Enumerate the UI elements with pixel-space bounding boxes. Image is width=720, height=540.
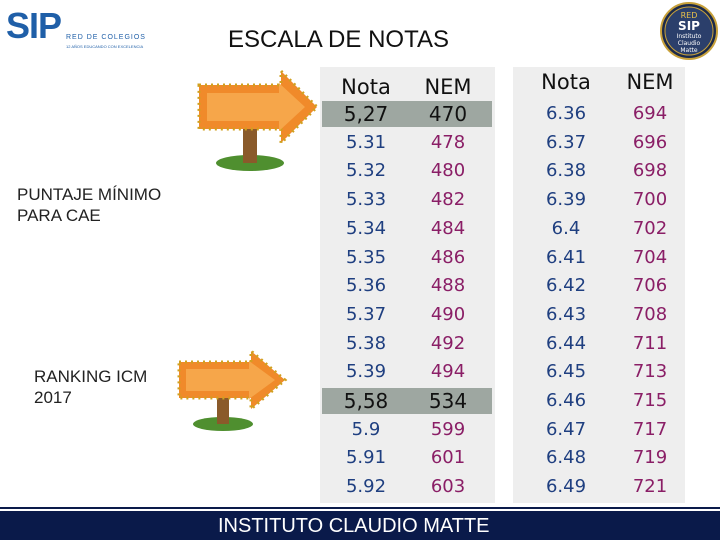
left-table-nem-cell: 601 [430, 447, 466, 469]
right-table-nota-cell: 6.46 [545, 390, 587, 411]
left-table-nota-cell: 5.32 [345, 160, 387, 182]
right-table-nem-cell: 696 [632, 131, 668, 153]
cae-label-line1: PUNTAJE MÍNIMO [17, 185, 162, 204]
right-table-nota-cell: 6.44 [545, 332, 587, 354]
arrow-signpost-icon [177, 348, 288, 431]
left-table-nota-cell: 5.37 [345, 303, 387, 325]
right-table-header-nem: NEM [626, 70, 674, 94]
right-table-nota-cell: 6.37 [545, 131, 587, 153]
right-table-header-nota: Nota [541, 70, 591, 94]
left-table-nem-cell: 482 [430, 189, 466, 211]
icm-label-line2: 2017 [34, 388, 72, 407]
left-table-nota-cell: 5.38 [345, 332, 387, 354]
left-table-nota-cell: 5.39 [345, 361, 387, 383]
right-table-nota-cell: 6.4 [551, 217, 581, 239]
right-table-nota-cell: 6.41 [545, 246, 587, 268]
left-table-nem-cell: 603 [430, 476, 466, 498]
right-table-nem-cell: 713 [632, 361, 668, 383]
left-table-nem-cell: 599 [430, 418, 466, 440]
right-table-nota-cell: 6.36 [545, 103, 587, 124]
left-table-nota-cell: 5.31 [345, 131, 387, 153]
left-table-nem-cell: 480 [430, 160, 466, 182]
right-table-nota-cell: 6.42 [545, 275, 587, 297]
right-table-nota-cell: 6.38 [545, 160, 587, 182]
arrow-signpost-icon [197, 67, 320, 171]
logo-text: SIP [6, 5, 62, 46]
left-table-nem-cell: 484 [430, 217, 466, 239]
right-table-panel [513, 67, 685, 503]
svg-text:Instituto: Instituto [677, 33, 702, 40]
left-table-nota-cell: 5,58 [343, 389, 389, 413]
right-table-nem-cell: 719 [632, 447, 668, 469]
page-title: ESCALA DE NOTAS [228, 26, 449, 53]
left-table-nota-cell: 5.91 [345, 447, 387, 469]
right-table-nota-cell: 6.45 [545, 361, 587, 383]
svg-text:Matte: Matte [680, 47, 698, 54]
left-table-header-nota: Nota [341, 75, 391, 99]
left-table-nem-cell: 488 [430, 275, 466, 297]
right-table-nem-cell: 717 [632, 418, 668, 440]
sip-logo: SIP RED DE COLEGIOS 12 AÑOS EDUCANDO CON… [6, 6, 146, 50]
right-table-nem-cell: 700 [632, 189, 668, 211]
footer-bar [0, 511, 720, 540]
left-table-nota-cell: 5.36 [345, 275, 387, 297]
cae-label: PUNTAJE MÍNIMO PARA CAE [17, 184, 187, 226]
right-table-nem-cell: 706 [632, 275, 668, 297]
left-table-highlight-row [322, 388, 492, 414]
right-table-nota-cell: 6.47 [545, 418, 587, 440]
right-table-nem-cell: 694 [632, 103, 668, 124]
right-table-nem-cell: 711 [632, 332, 668, 354]
left-table-nem-cell: 490 [430, 303, 466, 325]
right-table-nota-cell: 6.39 [545, 189, 587, 211]
left-table-header-nem: NEM [424, 75, 472, 99]
logo-subtitle: RED DE COLEGIOS [66, 34, 146, 41]
left-table-nem-cell: 494 [430, 361, 466, 383]
right-table-nota-cell: 6.43 [545, 303, 587, 325]
right-table-nem-cell: 721 [632, 476, 668, 498]
icm-label-line1: RANKING ICM [34, 367, 148, 386]
right-table-nem-cell: 708 [632, 303, 668, 325]
left-table-nota-cell: 5,27 [343, 102, 389, 126]
right-table-nota-cell: 6.48 [545, 447, 587, 469]
footer-text: INSTITUTO CLAUDIO MATTE [218, 515, 490, 537]
footer-rule [0, 507, 720, 509]
right-table-nem-cell: 702 [632, 217, 668, 239]
left-table-highlight-row [322, 101, 492, 127]
logo-tagline: 12 AÑOS EDUCANDO CON EXCELENCIA [66, 44, 144, 49]
right-table-nem-cell: 715 [632, 390, 668, 411]
left-table-nota-cell: 5.9 [351, 418, 381, 440]
left-table-nem-cell: 470 [428, 102, 468, 126]
left-table-nem-cell: 534 [428, 389, 468, 413]
right-table-nem-cell: 704 [632, 246, 668, 268]
left-table-nota-cell: 5.92 [345, 476, 387, 498]
left-table-nem-cell: 478 [430, 131, 466, 153]
svg-text:Claudio: Claudio [678, 40, 701, 47]
right-table-nem-cell: 698 [632, 160, 668, 182]
cae-label-line2: PARA CAE [17, 206, 101, 225]
svg-text:SIP: SIP [678, 19, 700, 33]
left-table-nem-cell: 492 [430, 332, 466, 354]
left-table-panel [320, 67, 495, 503]
left-table-nota-cell: 5.33 [345, 189, 387, 211]
svg-text:RED: RED [681, 11, 698, 20]
icm-label: RANKING ICM 2017 [34, 366, 204, 408]
red-sip-seal-icon: RED SIP Instituto Claudio Matte [660, 2, 718, 60]
left-table-nota-cell: 5.35 [345, 246, 387, 268]
left-table-nota-cell: 5.34 [345, 217, 387, 239]
left-table-nem-cell: 486 [430, 246, 466, 268]
right-table-nota-cell: 6.49 [545, 476, 587, 498]
